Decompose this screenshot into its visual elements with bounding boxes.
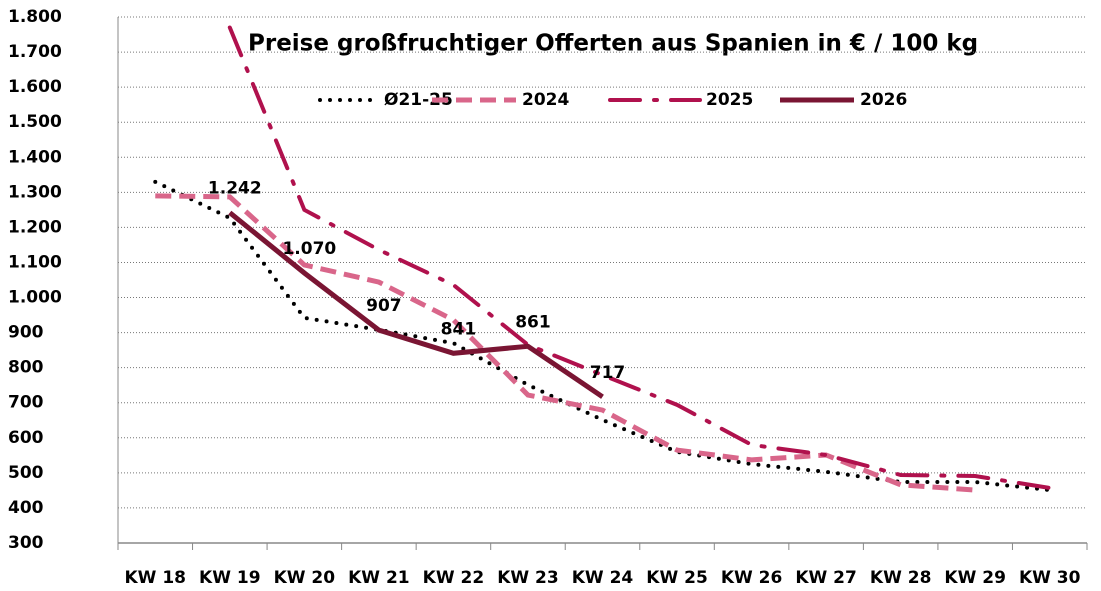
x-tick-label: KW 24 <box>572 568 634 588</box>
legend-label: 2026 <box>860 90 907 110</box>
x-tick-label: KW 28 <box>870 568 932 588</box>
x-tick-label: KW 18 <box>125 568 187 588</box>
x-tick-label: KW 26 <box>721 568 783 588</box>
y-tick-label: 300 <box>8 533 44 553</box>
x-tick-label: KW 19 <box>199 568 261 588</box>
y-tick-label: 1.500 <box>8 112 62 132</box>
y-tick-label: 1.700 <box>8 42 62 62</box>
x-tick-label: KW 21 <box>348 568 410 588</box>
y-tick-label: 1.000 <box>8 288 62 308</box>
y-tick-label: 700 <box>8 393 44 413</box>
legend-label: 2025 <box>706 90 753 110</box>
x-tick-label: KW 25 <box>646 568 708 588</box>
y-tick-label: 1.400 <box>8 147 62 167</box>
data-label: 717 <box>590 363 626 383</box>
y-tick-label: 1.800 <box>8 7 62 27</box>
y-tick-label: 1.300 <box>8 182 62 202</box>
data-label: 1.070 <box>282 239 336 259</box>
x-tick-label: KW 29 <box>944 568 1006 588</box>
y-tick-label: 800 <box>8 358 44 378</box>
series-line <box>228 210 604 399</box>
y-tick-label: 400 <box>8 498 44 518</box>
x-tick-label: KW 30 <box>1019 568 1081 588</box>
y-tick-label: 900 <box>8 323 44 343</box>
y-tick-label: 1.600 <box>8 77 62 97</box>
series-line <box>227 25 1052 490</box>
x-tick-label: KW 27 <box>795 568 857 588</box>
y-tick-label: 600 <box>8 428 44 448</box>
legend-label: Ø21-25 <box>384 90 453 110</box>
series-line <box>155 193 976 493</box>
chart-title: Preise großfruchtiger Offerten aus Spani… <box>248 31 978 57</box>
data-label: 841 <box>441 319 477 339</box>
y-tick-label: 500 <box>8 463 44 483</box>
data-label: 907 <box>366 296 402 316</box>
y-tick-label: 1.200 <box>8 217 62 237</box>
series-line <box>153 179 1052 493</box>
x-tick-label: KW 20 <box>274 568 336 588</box>
x-tick-label: KW 23 <box>497 568 559 588</box>
plot-area <box>153 25 1052 493</box>
x-tick-label: KW 22 <box>423 568 485 588</box>
legend-label: 2024 <box>522 90 569 110</box>
y-tick-label: 1.100 <box>8 252 62 272</box>
data-label: 861 <box>515 312 551 332</box>
data-label: 1.242 <box>208 179 262 199</box>
